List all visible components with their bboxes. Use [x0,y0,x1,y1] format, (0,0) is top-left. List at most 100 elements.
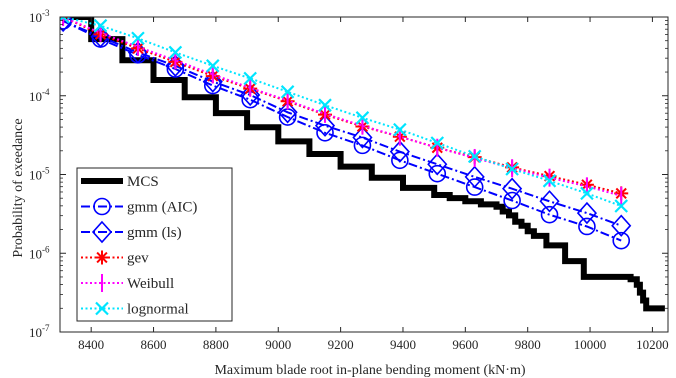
circle-marker-shape [503,191,521,210]
x-tick-label: 8600 [141,337,167,352]
diamond-marker-shape [502,177,523,200]
data-point-lognormal [505,162,519,176]
y-tick-label: 10-6 [29,244,50,261]
y-tick-label: 10-7 [29,323,50,340]
x-marker-shape [243,71,257,86]
data-point-lognormal [355,111,370,125]
x-tick-label: 8400 [78,337,104,352]
data-point-gmm-ls [611,214,632,237]
y-tick-label: 10-4 [29,87,50,104]
data-point-gmm-ls [352,126,373,149]
data-point-lognormal [580,186,594,201]
series-line-weibull [62,17,622,197]
data-point-gmm-aic [612,231,631,250]
circle-marker-shape [428,164,447,183]
x-marker-shape [393,122,407,137]
legend-label-mcs: MCS [127,174,159,190]
data-point-lognormal [318,98,332,112]
y-tick-label: 10-3 [29,8,50,25]
legend-label-gev: gev [127,251,149,267]
x-tick-label: 10200 [636,337,669,352]
star-marker-shape [95,250,109,265]
data-point-lognormal [542,174,557,188]
x-marker-shape [505,162,519,176]
axes: 8400 8600 8800 9000 9200 9400 9600 9800 10000 102… [29,8,669,352]
diamond-marker-shape [576,201,598,225]
diamond-marker-shape [91,220,113,244]
x-tick-label: 8800 [203,337,229,352]
x-marker-shape [318,98,332,112]
diamond-marker-shape [464,165,485,189]
x-tick-label: 9400 [390,337,416,352]
series-line-gmm-ls [62,19,622,227]
diamond-marker-shape [277,101,298,124]
circle-marker-shape [465,178,484,196]
data-point-gmm-aic [428,164,447,183]
x-marker-shape [206,59,220,73]
data-point-lognormal [614,199,629,213]
x-tick-label: 9000 [265,337,291,352]
legend-marker-lognormal [95,301,109,316]
data-point-gmm-ls [427,153,448,176]
circle-marker-shape [93,197,111,216]
data-point-lognormal [206,59,220,73]
data-point-lognormal [93,18,108,33]
data-point-lognormal [430,136,445,150]
data-point-gmm-aic [503,191,521,210]
x-marker-shape [542,174,557,188]
x-marker-shape [168,45,183,60]
data-point-gmm-aic [465,178,484,196]
data-point-gmm-ls [576,201,598,225]
diamond-marker-shape [352,126,373,149]
legend-marker-gmm-aic [93,197,111,216]
series-line-mcs [63,17,665,312]
data-point-gmm-aic [540,205,559,224]
x-tick-label: 9200 [328,337,354,352]
data-point-gmm-ls [502,177,523,200]
diamond-marker-shape [314,114,336,137]
data-point-lognormal [243,71,257,86]
data-point-lognormal [60,17,70,24]
data-point-gmm-ls [314,114,336,137]
legend-box [76,167,233,322]
circle-marker-shape [612,231,631,250]
data-point-lognormal [467,149,482,164]
y-tick-label: 10-5 [29,166,50,183]
circle-marker-shape [353,136,372,155]
data-point-lognormal [168,45,183,60]
data-point-gmm-ls [277,101,298,124]
plot-area [60,17,665,312]
x-tick-label: 10000 [574,337,607,352]
circle-marker-shape [540,205,559,224]
diamond-marker-shape [539,190,560,213]
x-marker-shape [430,136,445,150]
x-marker-shape [355,111,370,125]
circle-marker-shape [578,217,596,236]
data-point-gmm-aic [578,217,596,236]
x-marker-shape [60,17,70,24]
legend-label-weibull: Weibull [127,276,174,292]
diamond-marker-shape [427,153,448,176]
x-marker-shape [467,149,482,164]
x-marker-shape [93,18,108,33]
data-point-gmm-aic [353,136,372,155]
data-point-lognormal [280,85,295,99]
x-marker-shape [95,301,109,316]
data-point-lognormal [393,122,407,137]
x-tick-label: 9800 [515,337,541,352]
data-point-gmm-aic [316,123,334,142]
diamond-marker-shape [611,214,632,237]
data-point-lognormal [131,31,145,46]
circle-marker-shape [316,123,334,142]
legend-label-gmm-aic: gmm (AIC) [127,200,197,216]
legend-marker-gmm-ls [91,220,113,244]
x-marker-shape [580,186,594,201]
x-marker-shape [614,199,629,213]
legend-label-gmm-ls: gmm (ls) [127,225,182,241]
data-point-gmm-ls [539,190,560,213]
x-marker-shape [131,31,145,46]
x-axis-label: Maximum blade root in-plane bending mome… [214,363,525,378]
x-marker-shape [280,85,295,99]
series-line-gmm-aic [62,20,622,242]
